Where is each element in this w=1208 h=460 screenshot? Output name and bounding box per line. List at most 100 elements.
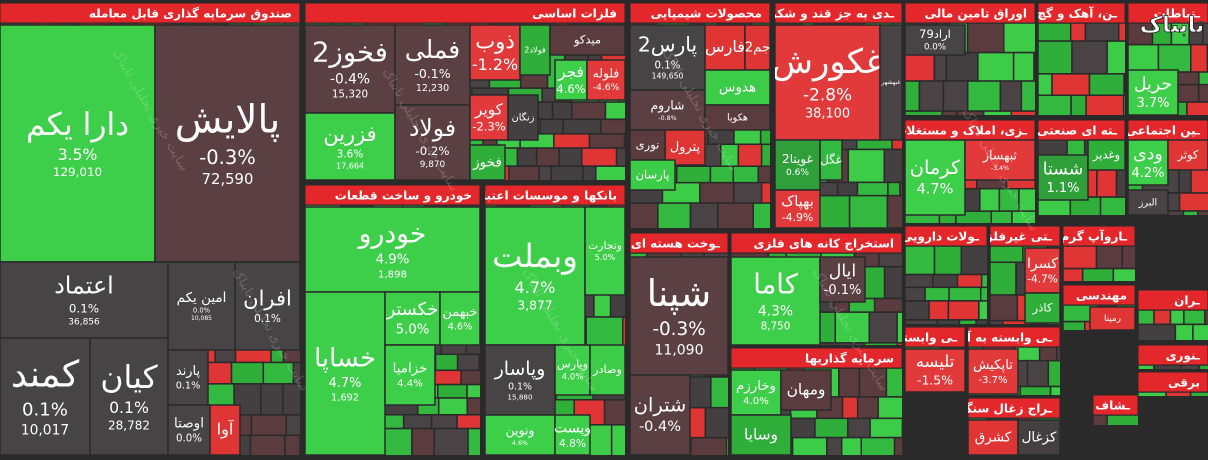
filler-tile: [436, 383, 468, 399]
sector: ـاروآپ گرم: [1063, 226, 1135, 281]
sector: فلزات اساسی فخوز2 -0.4%15,320 فملی -0.1% 12,2…: [305, 3, 625, 180]
stock-tile: [394, 24, 471, 106]
filler-tile: [956, 273, 983, 289]
filler-tile: [1069, 22, 1087, 42]
sector: سرمایه گذاریها وخارزم 4.0% ومهان وسایا: [731, 348, 902, 455]
stock-change: -2.3%: [472, 120, 505, 134]
stock-name: وپاسار: [494, 359, 546, 380]
sector-title: مهندسی: [1076, 289, 1127, 303]
filler-tile: [982, 110, 1013, 115]
stock-name: شستا: [1043, 159, 1083, 179]
stock-change: 4.6%: [448, 322, 473, 333]
filler-tile: [1081, 267, 1115, 281]
filler-tile: [699, 181, 735, 204]
stock-name: وخارزم: [736, 379, 776, 394]
stock-tile: [234, 261, 300, 351]
filler-tile: [838, 367, 861, 398]
filler-tile: [856, 396, 880, 420]
filler-tile: [905, 319, 938, 324]
filler-tile: [990, 261, 1017, 296]
stock-tile: [554, 414, 591, 455]
filler-tile: [562, 118, 602, 135]
filler-tile: [947, 300, 980, 321]
stock-change: 4.0%: [743, 396, 769, 407]
stock-change: 4.3%: [758, 304, 793, 320]
stock-name: اعتماد: [54, 271, 114, 299]
stock-change: -0.3%: [652, 319, 705, 340]
sector-title: ـتباطات: [1154, 7, 1201, 21]
filler-tile: [1117, 22, 1125, 42]
stock-volume: 10,085: [191, 315, 212, 322]
filler-tile: [933, 51, 948, 82]
sector-title: سرمایه گذاریها: [805, 352, 894, 366]
stock-volume: 9,870: [420, 160, 446, 170]
stock-change: -1.2%: [472, 55, 518, 74]
filler-tile: [841, 396, 859, 420]
stock-name: تاپکیش: [973, 358, 1013, 373]
stock-tile: [469, 144, 506, 180]
filler-tile: [434, 353, 459, 372]
filler-tile: [580, 147, 618, 167]
stock-tile: [209, 404, 241, 455]
filler-tile: [896, 342, 902, 345]
stock-tile: [586, 59, 625, 101]
filler-tile: [1197, 210, 1208, 215]
stock-tile: [775, 24, 881, 141]
filler-tile: [958, 319, 977, 324]
filler-tile: [1096, 169, 1118, 198]
filler-tile: [918, 80, 945, 112]
filler-tile: [1038, 346, 1058, 362]
sector: ـی وابسته به آن تاپکیش -3.7%: [968, 327, 1060, 395]
sector-header: [485, 185, 625, 206]
stock-name: ذوب: [475, 28, 515, 53]
filler-tile: [836, 181, 859, 197]
filler-tile: [1112, 267, 1135, 281]
filler-tile: [933, 245, 963, 276]
stock-name: خزامیا: [393, 362, 428, 377]
sector-title: ـته ای صنعتی: [1037, 124, 1118, 138]
filler-tile: [869, 417, 902, 439]
stock-tile: [554, 344, 591, 396]
filler-tile: [863, 342, 899, 345]
sector: ـن، آهک و گچ: [1038, 3, 1125, 115]
stock-change: 4.8%: [559, 438, 586, 450]
filler-tile: [757, 165, 770, 184]
filler-tile: [978, 300, 987, 321]
stock-tile: [507, 94, 539, 141]
filler-tile: [858, 367, 888, 398]
stock-name: وتجارت: [588, 239, 622, 252]
stock-name: ودی: [1133, 144, 1163, 164]
stock-change: -0.2%: [416, 144, 450, 158]
stock-tile: [305, 206, 480, 293]
stock-name: فلوله: [593, 67, 620, 82]
filler-tile: [990, 294, 1019, 322]
stock-change: -3.4%: [991, 165, 1009, 172]
filler-tile: [249, 434, 286, 455]
stock-tile: [384, 344, 436, 406]
sector-title: خودرو و ساخت قطعات: [335, 189, 472, 204]
sector: ـی وابسته به تلیسه-1.5%: [905, 327, 965, 392]
filler-tile: [1026, 359, 1050, 388]
filler-tile: [615, 147, 625, 167]
stock-name: ثبهساز: [982, 148, 1018, 164]
filler-tile: [467, 427, 480, 455]
stock-name: فولاد: [409, 114, 456, 142]
stock-change: -2.8%: [803, 85, 852, 105]
filler-tile: [1190, 166, 1208, 194]
filler-tile: [817, 194, 851, 228]
stock-tile: [89, 337, 169, 455]
sector-title: ـدی به جز قند و شکر: [769, 7, 895, 22]
stock-change: 0.1%: [254, 313, 281, 325]
stock-name: وبملت: [492, 237, 578, 275]
filler-tile: [948, 286, 982, 302]
stock-tile: [0, 24, 156, 263]
stock-change: -1.5%: [917, 372, 953, 387]
sector-header: [905, 226, 987, 247]
stock-tile: [589, 344, 625, 396]
stock-volume: 17,664: [336, 162, 364, 171]
filler-tile: [1011, 210, 1035, 223]
stock-tile: [704, 104, 770, 131]
filler-tile: [887, 181, 901, 197]
filler-tile: [1049, 385, 1060, 395]
